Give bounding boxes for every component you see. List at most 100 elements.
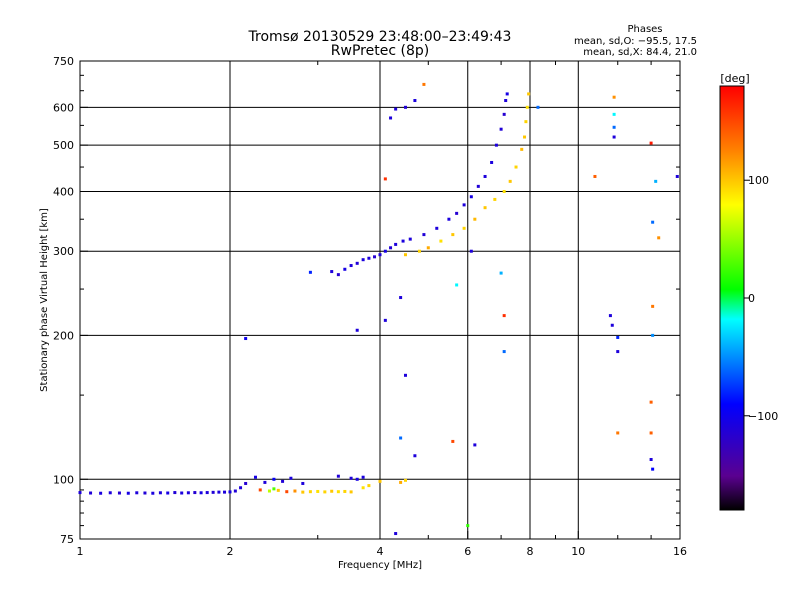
- data-point: [244, 481, 248, 485]
- data-point: [525, 105, 529, 109]
- data-point: [422, 82, 426, 86]
- data-point: [651, 304, 655, 308]
- data-point: [612, 95, 616, 99]
- data-point: [367, 484, 371, 488]
- data-point: [389, 246, 393, 250]
- data-point: [343, 267, 347, 271]
- data-point: [499, 127, 503, 131]
- data-point: [651, 220, 655, 224]
- x-tick-label: 2: [227, 545, 234, 558]
- data-point: [524, 120, 528, 124]
- x-axis: 1 2 4 6 8 10 16: [77, 61, 687, 558]
- data-point: [253, 475, 257, 479]
- data-point: [233, 489, 237, 493]
- data-point: [211, 490, 215, 494]
- data-point: [413, 99, 417, 103]
- data-point: [593, 174, 597, 178]
- data-point: [263, 480, 267, 484]
- data-point: [349, 490, 353, 494]
- data-point: [308, 270, 312, 274]
- y-tick-label: 500: [53, 139, 74, 152]
- data-point: [186, 491, 190, 495]
- phases-x-stats: mean, sd,X: 84.4, 21.0: [583, 47, 697, 58]
- data-point: [455, 283, 459, 287]
- data-point: [422, 233, 426, 237]
- data-point: [399, 296, 403, 300]
- y-tick-label: 200: [53, 329, 74, 342]
- data-point: [483, 174, 487, 178]
- colorbar-label: [deg]: [720, 72, 749, 85]
- data-point: [439, 239, 443, 243]
- colorbar-tick-label: 0: [748, 292, 755, 305]
- phases-heading: Phases: [627, 24, 662, 35]
- data-point: [355, 477, 359, 481]
- data-point: [502, 189, 506, 193]
- data-point: [336, 490, 340, 494]
- data-point: [308, 490, 312, 494]
- data-point: [654, 179, 658, 183]
- x-tick-label: 6: [464, 545, 471, 558]
- data-point: [502, 314, 506, 318]
- data-point: [612, 125, 616, 129]
- colorbar-tick-label: 100: [748, 174, 769, 187]
- data-point: [455, 211, 459, 215]
- data-point: [301, 490, 305, 494]
- data-point: [520, 147, 524, 151]
- data-point: [199, 491, 203, 495]
- y-tick-label: 300: [53, 245, 74, 258]
- data-point: [616, 431, 620, 435]
- data-point: [403, 253, 407, 257]
- data-point: [330, 270, 334, 274]
- data-point: [394, 107, 398, 111]
- data-point: [217, 490, 221, 494]
- data-point: [193, 491, 197, 495]
- data-point: [401, 239, 405, 243]
- data-point: [272, 487, 276, 491]
- data-point: [361, 475, 365, 479]
- data-point: [394, 242, 398, 246]
- data-point: [349, 264, 353, 268]
- y-tick-label: 600: [53, 101, 74, 114]
- data-point: [244, 337, 248, 341]
- data-point: [527, 92, 531, 96]
- data-point: [473, 217, 477, 221]
- data-point: [330, 489, 334, 493]
- data-point: [355, 328, 359, 332]
- chart-subtitle: RwPretec (8p): [331, 43, 429, 59]
- data-point: [281, 479, 285, 483]
- data-point: [78, 491, 82, 495]
- data-point: [403, 105, 407, 109]
- data-point: [502, 350, 506, 354]
- x-tick-label: 10: [571, 545, 585, 558]
- data-point: [378, 253, 382, 257]
- data-point: [649, 141, 653, 145]
- data-point: [649, 431, 653, 435]
- data-point: [462, 226, 466, 230]
- data-point: [435, 226, 439, 230]
- data-point: [490, 160, 494, 164]
- data-point: [493, 197, 497, 201]
- data-point: [289, 476, 293, 480]
- data-point: [316, 489, 320, 493]
- data-point: [373, 255, 377, 259]
- data-point: [502, 112, 506, 116]
- y-tick-label: 750: [53, 55, 74, 68]
- data-point: [367, 256, 371, 260]
- data-point: [239, 486, 243, 490]
- data-point: [205, 491, 209, 495]
- y-tick-label: 100: [53, 473, 74, 486]
- data-point: [413, 454, 417, 458]
- data-point: [99, 491, 103, 495]
- data-point: [361, 486, 365, 490]
- y-tick-label: 400: [53, 185, 74, 198]
- data-points: [78, 82, 679, 536]
- data-point: [383, 249, 387, 253]
- data-point: [610, 323, 614, 327]
- data-point: [451, 439, 455, 443]
- data-point: [612, 112, 616, 116]
- x-axis-label: Frequency [MHz]: [338, 560, 422, 571]
- colorbar: [719, 85, 745, 511]
- data-point: [403, 478, 407, 482]
- data-point: [651, 333, 655, 337]
